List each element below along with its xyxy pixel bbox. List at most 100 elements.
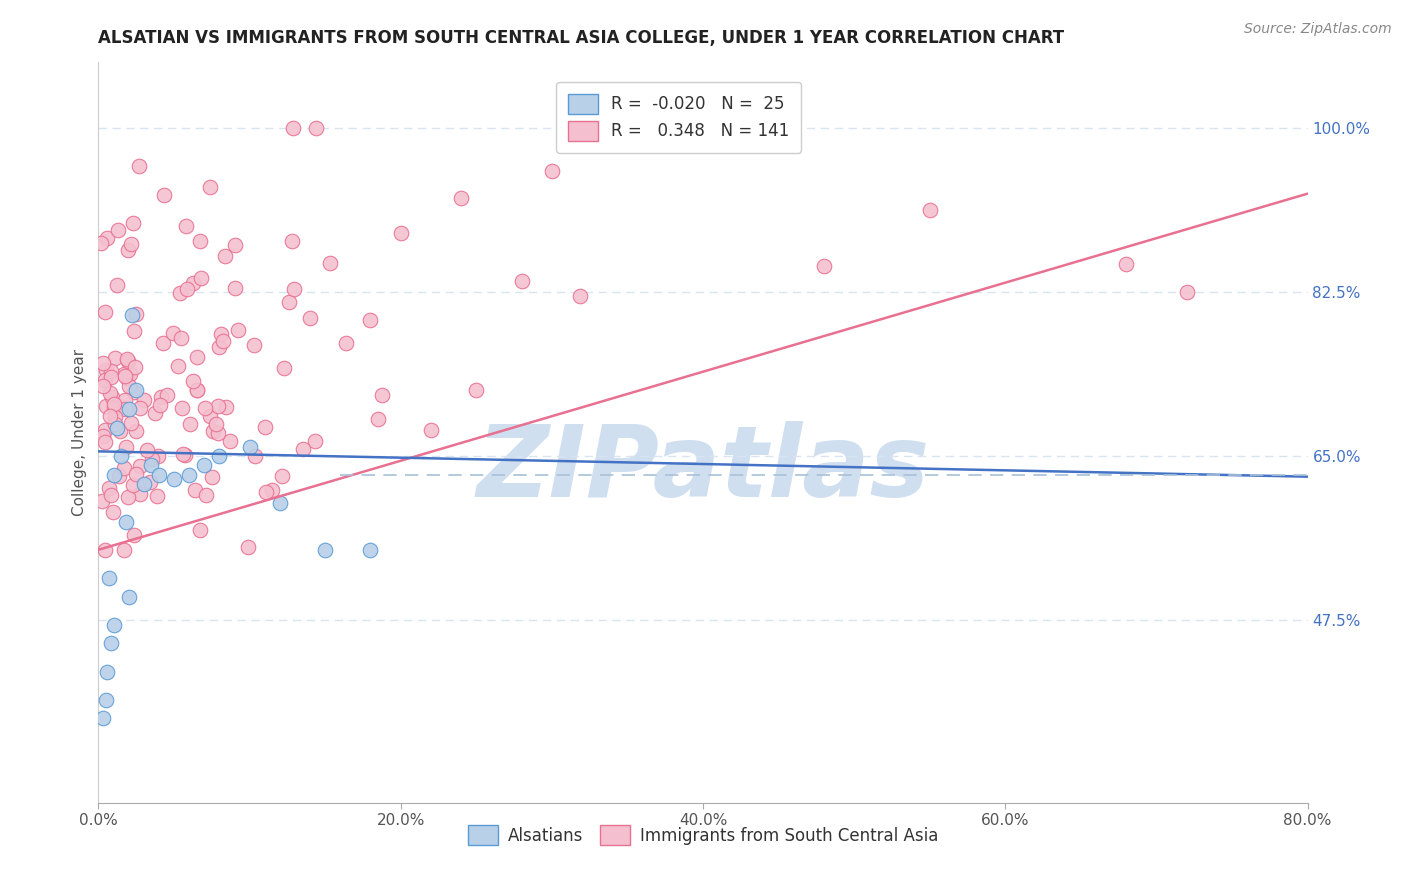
Point [172,447,194,461]
Point [273,360,295,375]
Point [98,409,121,423]
Point [117,354,139,368]
Point [114,515,136,529]
Point [450,191,472,205]
Point [100,364,122,378]
Point [98,481,121,495]
Point [420,423,443,437]
Point [208,449,231,463]
Point [194,401,217,415]
Point [145,489,167,503]
Point [389,226,412,240]
Point [186,383,208,397]
Point [122,384,145,399]
Point [186,384,208,398]
Point [141,451,163,466]
Point [207,399,229,413]
Legend: Alsatians, Immigrants from South Central Asia: Alsatians, Immigrants from South Central… [460,817,946,854]
Point [198,409,221,424]
Text: ZIPatlas: ZIPatlas [477,421,929,518]
Point [128,159,150,173]
Point [128,459,150,474]
Point [269,496,291,510]
Point [254,484,277,499]
Point [91,711,114,725]
Point [367,412,389,426]
Point [117,244,139,258]
Point [193,458,215,473]
Point [91,429,114,443]
Point [239,440,262,454]
Point [118,590,141,604]
Point [132,393,155,408]
Point [125,467,148,482]
Point [183,276,205,290]
Point [105,421,128,435]
Point [96,231,118,245]
Point [568,289,591,303]
Point [360,313,382,327]
Point [94,435,117,450]
Point [299,311,322,326]
Point [122,477,145,491]
Point [104,417,127,431]
Point [94,373,117,387]
Point [170,330,193,344]
Point [118,367,141,381]
Point [122,216,145,230]
Point [510,274,533,288]
Point [153,188,176,202]
Point [163,473,186,487]
Point [305,121,328,136]
Point [465,384,488,398]
Point [104,409,127,424]
Point [1115,257,1137,271]
Point [103,467,125,482]
Point [114,402,136,417]
Point [114,392,136,407]
Point [94,692,117,706]
Point [291,442,314,457]
Point [271,469,294,483]
Point [174,219,197,234]
Point [280,234,302,248]
Point [149,390,172,404]
Point [262,483,284,498]
Point [207,426,229,441]
Point [304,434,326,448]
Point [236,540,259,554]
Point [224,281,246,295]
Point [98,571,121,585]
Point [107,222,129,236]
Point [94,423,117,437]
Point [118,402,141,417]
Point [120,416,142,430]
Point [100,488,122,502]
Point [156,388,179,402]
Point [174,449,197,463]
Point [94,304,117,318]
Point [103,396,125,410]
Point [115,371,138,385]
Point [200,470,222,484]
Point [135,442,157,457]
Point [202,424,225,438]
Point [360,542,382,557]
Point [138,475,160,490]
Point [181,374,204,388]
Point [186,350,208,364]
Point [335,336,357,351]
Point [112,461,135,475]
Point [152,336,174,351]
Point [214,249,236,263]
Point [208,340,231,354]
Point [224,238,246,252]
Point [122,528,145,542]
Point [198,179,221,194]
Point [169,285,191,300]
Point [100,636,122,650]
Point [141,458,163,473]
Point [540,163,562,178]
Point [283,282,305,296]
Point [91,356,114,370]
